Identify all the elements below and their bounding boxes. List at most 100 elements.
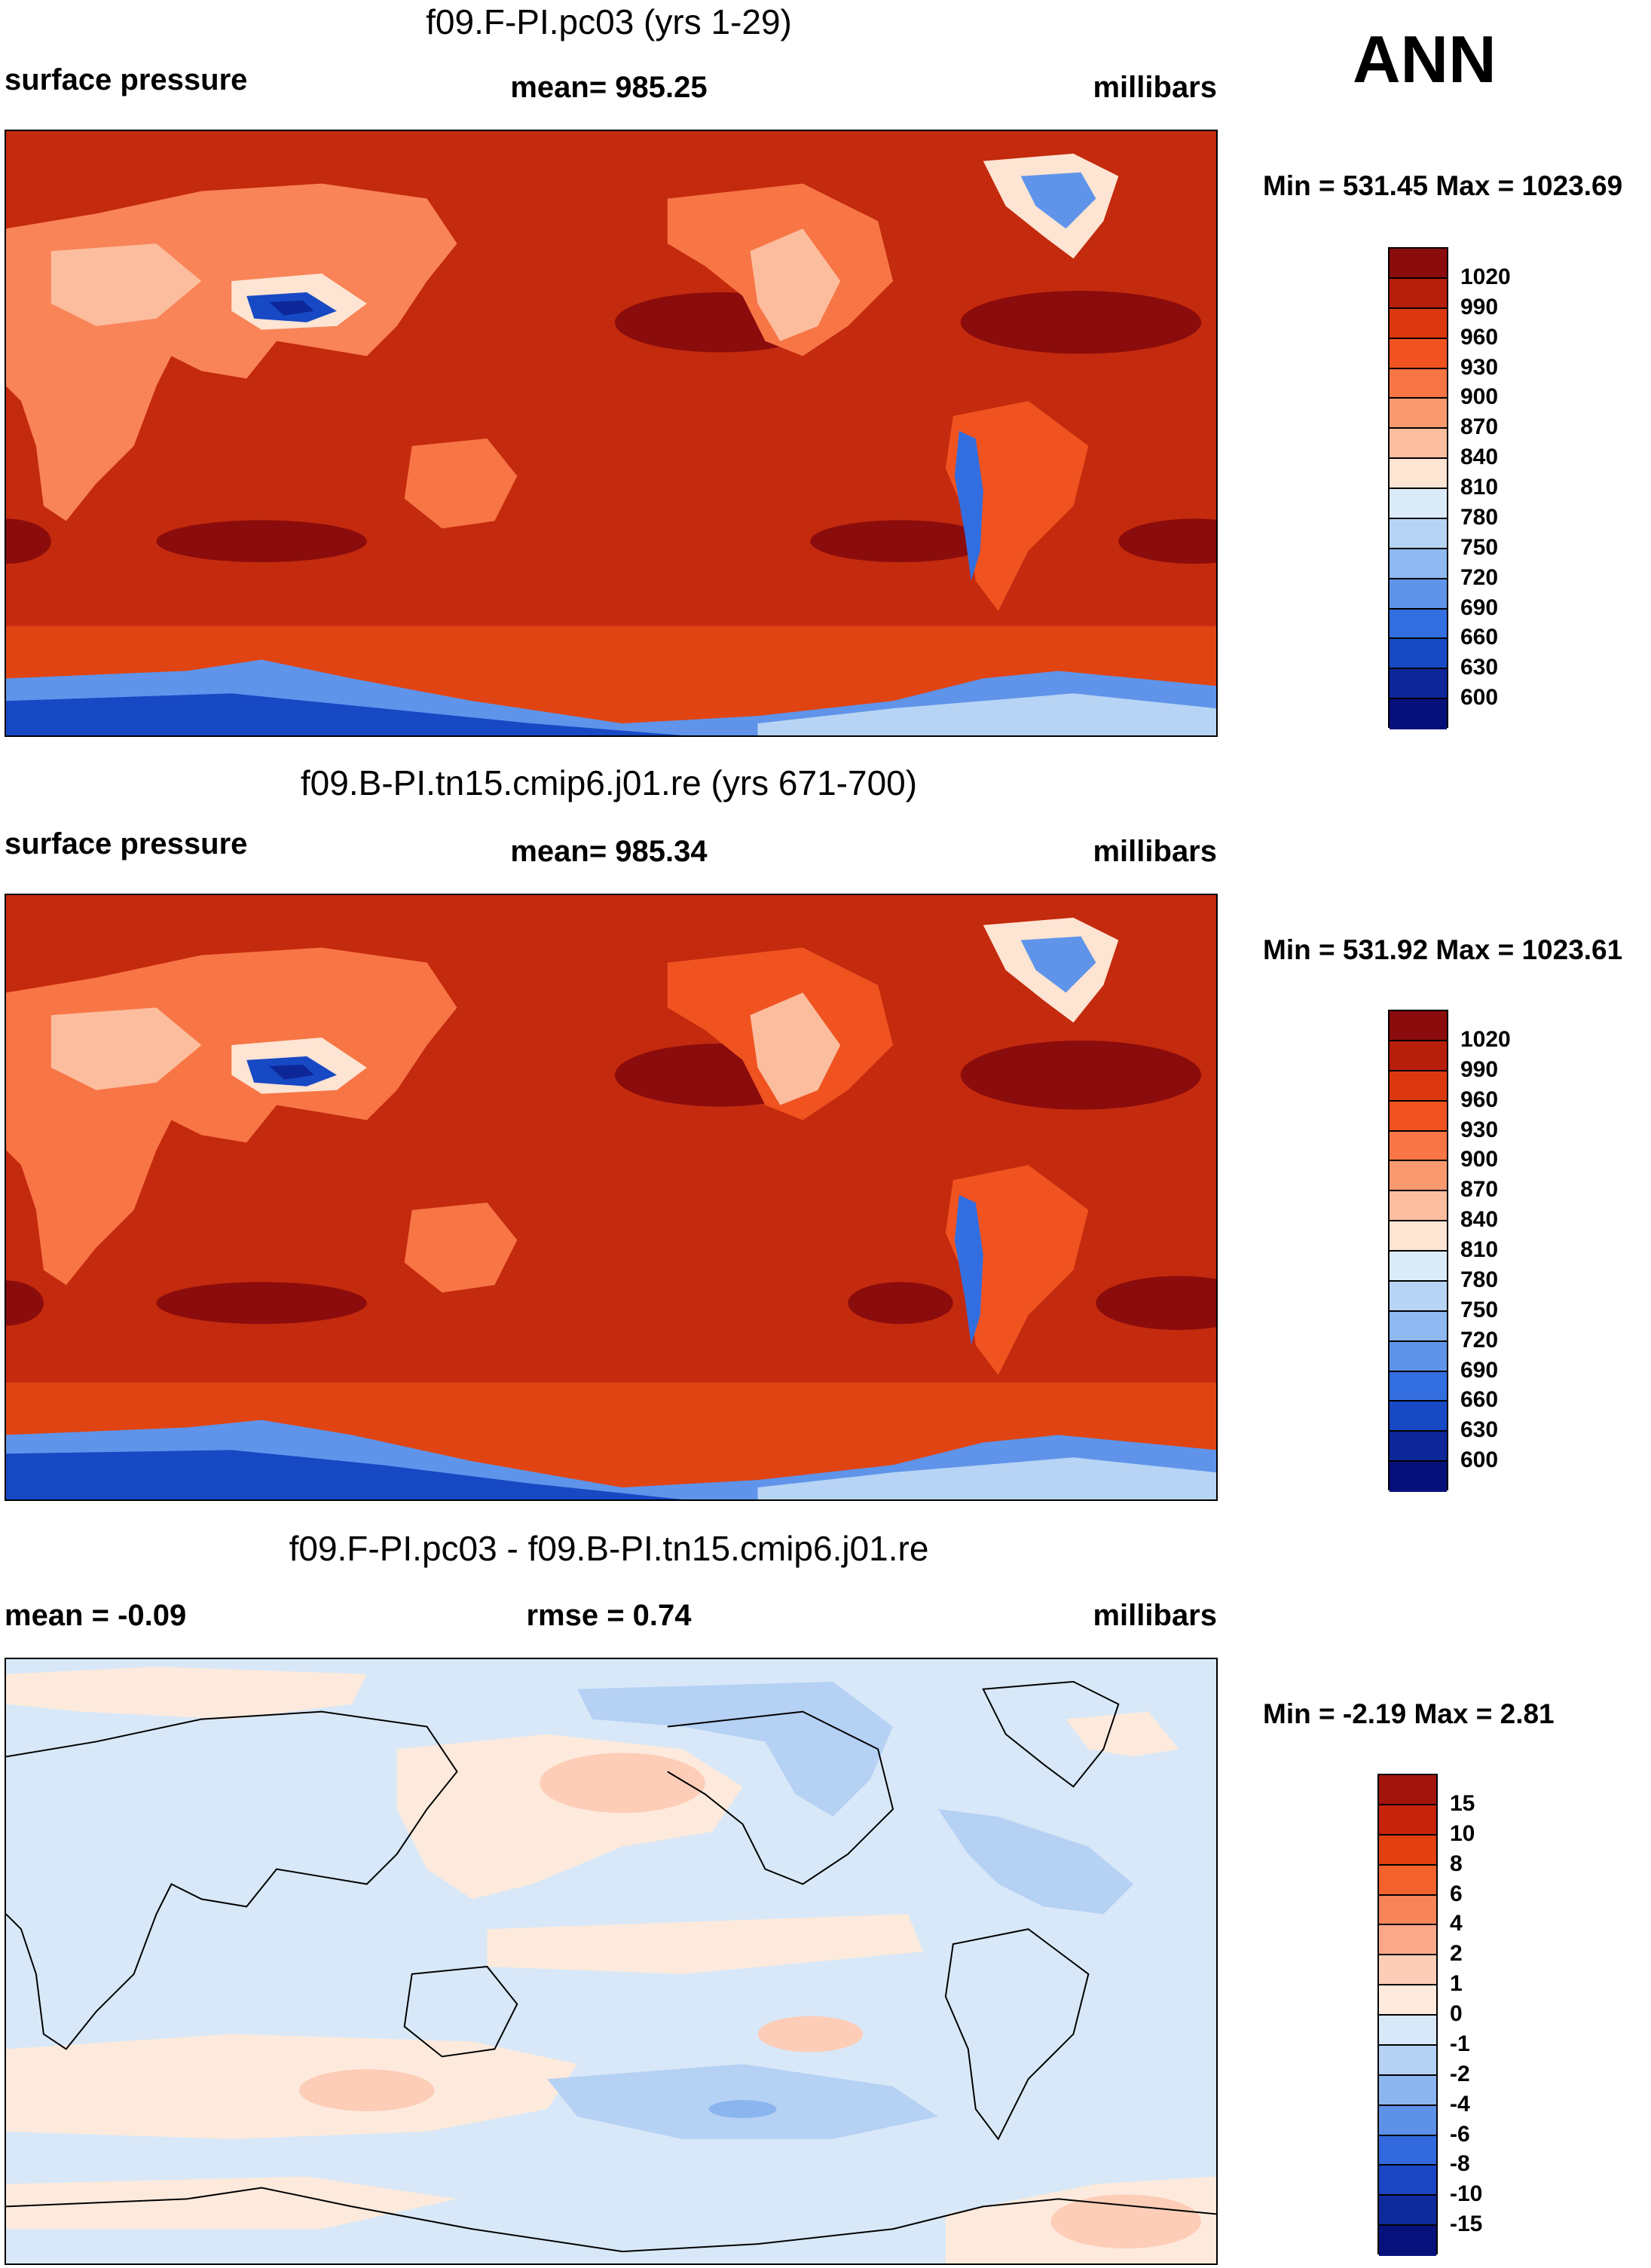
colorbar-tick-label: 930	[1460, 1117, 1499, 1142]
south-america	[945, 401, 1089, 611]
colorbar-tick-label: 600	[1460, 685, 1499, 711]
high-south-pacific	[810, 520, 991, 563]
colorbar-tick-label: 930	[1460, 354, 1499, 380]
colorbar-swatch	[1390, 1432, 1447, 1463]
colorbar-tick-label: 990	[1460, 1056, 1499, 1082]
colorbar-swatch	[1379, 2196, 1436, 2227]
colorbar-swatch	[1390, 278, 1447, 309]
colorbar-tick-label: 780	[1460, 504, 1499, 530]
high-north-atlantic	[960, 1041, 1202, 1110]
neg-south-pacific-core	[708, 2100, 777, 2118]
colorbar-swatch	[1390, 368, 1447, 399]
greenland-ice	[1020, 936, 1096, 993]
rockies	[750, 992, 841, 1105]
colorbar-tick-label: 1	[1450, 1971, 1463, 1997]
colorbar-tick-label: 720	[1460, 1327, 1499, 1353]
colorbar-swatch	[1390, 459, 1447, 489]
colorbar-tick-label: 8	[1450, 1851, 1463, 1876]
colorbar-swatch	[1390, 249, 1447, 279]
colorbar-swatch	[1390, 1311, 1447, 1342]
colorbar-tick-label: -6	[1450, 2121, 1470, 2147]
colorbar-tick-label: 660	[1460, 1387, 1499, 1413]
colorbar-tick-label: 600	[1460, 1447, 1499, 1473]
panel-3-map	[5, 1658, 1218, 2265]
colorbar-swatch	[1379, 1925, 1436, 1956]
panel-1-right-label: millibars	[1093, 71, 1217, 104]
colorbar-swatch	[1390, 1341, 1447, 1372]
australia	[404, 1202, 518, 1293]
colorbar-swatch	[1390, 1071, 1447, 1102]
colorbar-tick-label: 690	[1460, 1357, 1499, 1383]
high-south-atlantic-west	[6, 518, 51, 564]
coast-greenland	[982, 1680, 1120, 1788]
colorbar-swatch	[1390, 699, 1447, 729]
colorbar-tick-label: 15	[1450, 1790, 1475, 1816]
panel-1-colorbar	[1388, 247, 1448, 729]
colorbar-swatch	[1379, 2105, 1436, 2136]
antarctica-west	[757, 693, 1216, 735]
panel-2-colorbar	[1388, 1010, 1448, 1492]
colorbar-tick-label: 0	[1450, 2001, 1463, 2026]
colorbar-tick-label: 10	[1450, 1820, 1475, 1846]
colorbar-tick-label: 660	[1460, 625, 1499, 650]
antarctica-west	[757, 1457, 1216, 1499]
europe-highlands	[50, 243, 202, 326]
pos-south-indian	[6, 2034, 578, 2139]
colorbar-swatch	[1390, 1221, 1447, 1252]
colorbar-swatch	[1390, 338, 1447, 369]
coast-north-america	[667, 1710, 894, 1885]
colorbar-swatch	[1390, 308, 1447, 339]
tibet-core	[269, 1064, 314, 1080]
colorbar-swatch	[1379, 1865, 1436, 1896]
high-south-indian	[156, 520, 367, 563]
coast-australia	[403, 1965, 518, 2058]
panel-2-left-label: surface pressure	[5, 827, 248, 860]
colorbar-swatch	[1390, 1011, 1447, 1041]
colorbar-swatch	[1379, 1895, 1436, 1926]
pos-antarctic-core	[1050, 2194, 1202, 2249]
colorbar-swatch	[1390, 1401, 1447, 1432]
panel-2-map	[5, 894, 1218, 1501]
colorbar-tick-label: 1020	[1460, 1026, 1511, 1052]
colorbar-swatch	[1390, 669, 1447, 700]
high-south-atlantic	[1118, 518, 1216, 564]
colorbar-swatch	[1390, 489, 1447, 519]
colorbar-tick-label: 720	[1460, 564, 1499, 590]
colorbar-tick-label: 750	[1460, 534, 1499, 560]
high-south-atlantic	[1096, 1276, 1216, 1331]
colorbar-tick-label: 4	[1450, 1911, 1463, 1936]
australia	[404, 438, 518, 529]
colorbar-swatch	[1390, 399, 1447, 429]
pos-arctic-west	[6, 1666, 367, 1719]
panel-3-map-svg	[6, 1659, 1216, 2263]
colorbar-tick-label: 900	[1460, 1147, 1499, 1172]
pos-southern-ocean-west	[6, 2176, 457, 2230]
colorbar-tick-label: 810	[1460, 1237, 1499, 1262]
pos-south-pacific-small	[757, 2016, 864, 2053]
neg-north-atlantic	[937, 1809, 1134, 1915]
south-america	[945, 1165, 1089, 1375]
colorbar-tick-label: 750	[1460, 1297, 1499, 1322]
colorbar-tick-label: -2	[1450, 2061, 1470, 2086]
colorbar-tick-label: 900	[1460, 384, 1499, 410]
colorbar-swatch	[1390, 1191, 1447, 1222]
panel-3-colorbar	[1377, 1774, 1438, 2256]
colorbar-tick-label: -15	[1450, 2211, 1483, 2237]
panel-1-center-label: mean= 985.25	[510, 71, 708, 104]
colorbar-tick-label: -8	[1450, 2151, 1470, 2177]
high-north-atlantic	[960, 290, 1202, 354]
pos-greenland-east	[1066, 1711, 1179, 1757]
panel-2-map-svg	[6, 895, 1216, 1499]
pos-north-pacific-core	[540, 1753, 705, 1813]
high-south-atlantic-west	[6, 1280, 44, 1326]
colorbar-tick-label: -4	[1450, 2091, 1470, 2117]
colorbar-tick-label: 840	[1460, 445, 1499, 470]
panel-3-title: f09.F-PI.pc03 - f09.B-PI.tn15.cmip6.j01.…	[289, 1529, 929, 1568]
high-south-pacific	[848, 1282, 953, 1325]
colorbar-tick-label: 960	[1460, 324, 1499, 350]
colorbar-swatch	[1379, 1805, 1436, 1835]
colorbar-tick-label: -1	[1450, 2031, 1470, 2056]
panel-1-left-label: surface pressure	[5, 63, 248, 96]
panel-3-minmax: Min = -2.19 Max = 2.81	[1263, 1698, 1555, 1729]
panel-2-center-label: mean= 985.34	[510, 835, 708, 868]
